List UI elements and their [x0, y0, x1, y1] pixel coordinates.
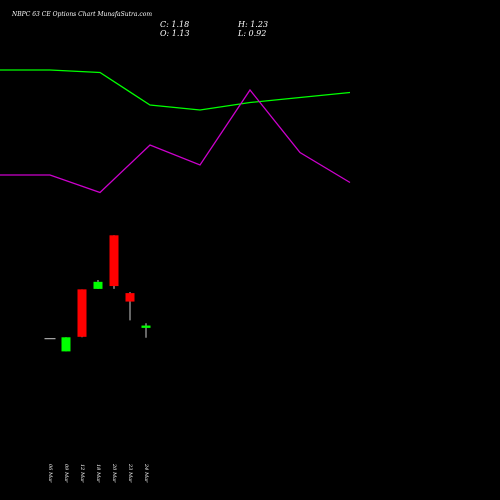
candle-body	[125, 293, 135, 302]
close-readout: C: 1.18	[160, 20, 189, 29]
candle-body	[77, 289, 87, 337]
x-tick-label: 18 Mar	[95, 464, 101, 483]
candle-body	[141, 325, 151, 328]
x-tick-label: 23 Mar	[127, 463, 133, 483]
x-tick-label: 24 Mar	[143, 463, 149, 483]
candle-4	[93, 279, 103, 289]
indicator-line-1	[0, 69, 351, 111]
candle-7	[141, 323, 151, 338]
open-readout: O: 1.13	[160, 29, 190, 38]
x-axis-ticks: 06 Mar 09 Mar 12 Mar 18 Mar 20 Mar 23 Mar 24 M…	[47, 463, 149, 483]
candle-2	[61, 337, 71, 352]
candle-3	[77, 289, 87, 338]
x-tick-label: 20 Mar	[111, 463, 117, 483]
candles-group	[44, 235, 151, 352]
indicator-line-2	[0, 88, 351, 194]
x-tick-label: 09 Mar	[63, 464, 69, 483]
high-readout: H: 1.23	[237, 20, 268, 29]
candle-body	[109, 235, 119, 287]
candle-5	[109, 235, 119, 289]
x-tick-label: 06 Mar	[47, 464, 53, 483]
candle-6	[125, 292, 135, 321]
candle-body	[93, 281, 103, 289]
x-tick-label: 12 Mar	[79, 464, 85, 483]
candle-body	[61, 337, 71, 352]
indicator-lines	[0, 69, 351, 194]
chart-title: NBPC 63 CE Options Chart MunafaSutra.com	[11, 11, 152, 18]
low-readout: L: 0.92	[237, 29, 266, 38]
